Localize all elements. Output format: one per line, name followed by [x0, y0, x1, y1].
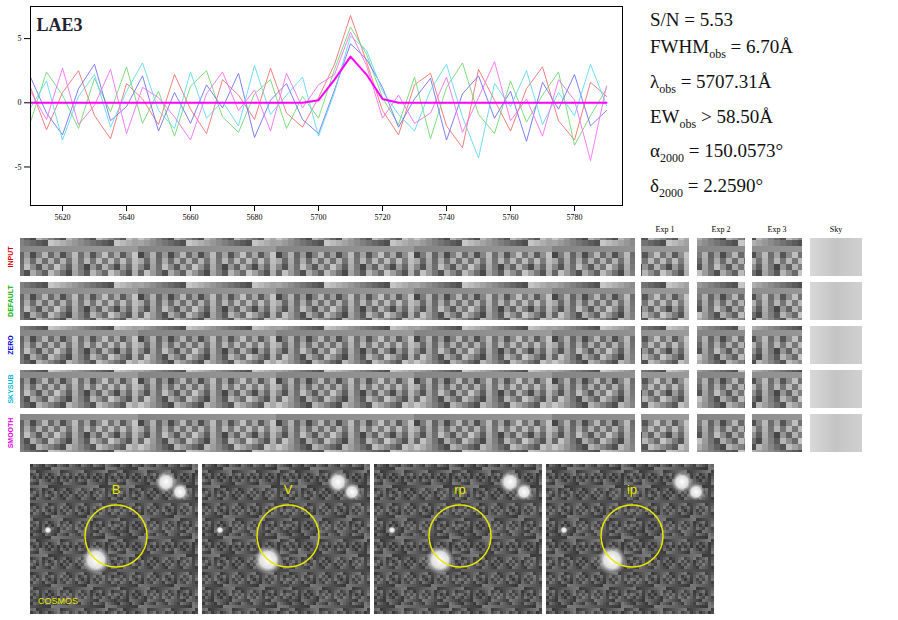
- svg-text:ip: ip: [627, 482, 637, 497]
- svg-text:SMOOTH: SMOOTH: [7, 418, 14, 449]
- svg-text:5760: 5760: [503, 213, 519, 222]
- html-text:λobs= 5707.31Å: λobs= 5707.31Å: [650, 70, 772, 96]
- svg-text:Exp 3: Exp 3: [768, 225, 787, 234]
- svg-text:5780: 5780: [567, 213, 583, 222]
- svg-text:ZERO: ZERO: [7, 335, 14, 355]
- svg-text:5740: 5740: [439, 213, 455, 222]
- html-text:δ2000= 2.2590°: δ2000= 2.2590°: [650, 175, 763, 200]
- svg-text:5720: 5720: [375, 213, 391, 222]
- svg-text:0: 0: [18, 98, 22, 107]
- svg-text:DEFAULT: DEFAULT: [7, 284, 14, 316]
- svg-text:B: B: [112, 482, 121, 497]
- svg-text:Exp 2: Exp 2: [712, 225, 731, 234]
- html-text:EWobs> 58.50Å: EWobs> 58.50Å: [650, 105, 773, 131]
- svg-text:rp: rp: [454, 482, 466, 497]
- svg-text:-5: -5: [15, 163, 22, 172]
- svg-text:5: 5: [18, 34, 22, 43]
- html-text:S/N = 5.53: S/N = 5.53: [650, 9, 733, 30]
- svg-text:5620: 5620: [55, 213, 71, 222]
- svg-text:COSMOS: COSMOS: [38, 596, 78, 606]
- svg-text:Sky: Sky: [830, 225, 842, 234]
- svg-text:V: V: [284, 482, 293, 497]
- svg-text:SKYSUB: SKYSUB: [7, 374, 14, 403]
- svg-text:Exp 1: Exp 1: [656, 225, 675, 234]
- svg-text:5660: 5660: [183, 213, 199, 222]
- html-text:FWHMobs= 6.70Å: FWHMobs= 6.70Å: [650, 36, 793, 61]
- svg-text:LAE3: LAE3: [37, 15, 83, 35]
- svg-text:INPUT: INPUT: [7, 246, 14, 268]
- svg-text:5640: 5640: [119, 213, 135, 222]
- svg-text:5680: 5680: [247, 213, 263, 222]
- html-text:α2000= 150.0573°: α2000= 150.0573°: [650, 140, 783, 166]
- svg-text:5700: 5700: [311, 213, 327, 222]
